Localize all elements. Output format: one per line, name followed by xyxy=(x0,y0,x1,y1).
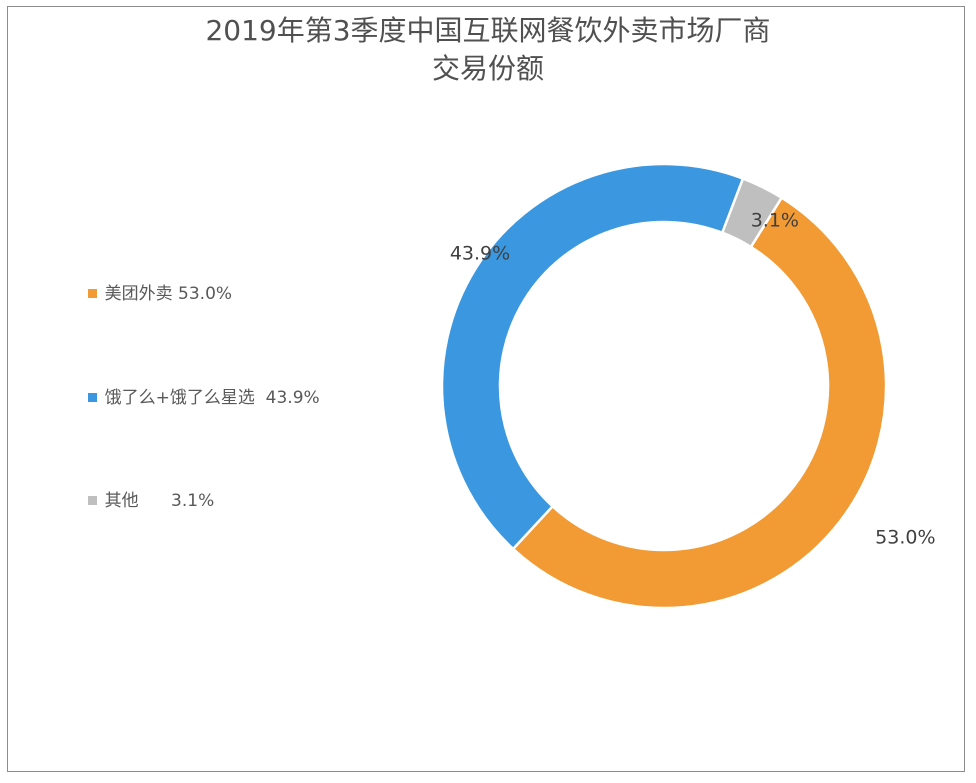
chart-title: 2019年第3季度中国互联网餐饮外卖市场厂商 交易份额 xyxy=(0,12,976,88)
donut-data-labels: 53.0% 43.9% 3.1% xyxy=(450,210,936,549)
legend-label-eleme: 饿了么+饿了么星选 43.9% xyxy=(104,388,320,408)
data-label-eleme: 43.9% xyxy=(450,243,510,265)
donut-slice-other xyxy=(720,176,784,249)
chart-title-line-1: 2019年第3季度中国互联网餐饮外卖市场厂商 xyxy=(205,14,771,47)
donut-slices xyxy=(440,162,888,610)
donut-slice-eleme xyxy=(440,162,745,551)
legend-label-other: 其他 3.1% xyxy=(104,491,215,511)
chart-title-line-2: 交易份额 xyxy=(431,52,544,85)
donut-slice-meituan xyxy=(511,196,888,610)
legend-item-other: 其他 3.1% xyxy=(66,465,214,537)
data-label-meituan: 53.0% xyxy=(875,527,935,549)
legend-swatch-meituan xyxy=(87,289,97,298)
legend-swatch-eleme xyxy=(87,393,97,402)
legend-item-meituan: 美团外卖 53.0% xyxy=(66,258,232,330)
legend-label-meituan: 美团外卖 53.0% xyxy=(104,284,233,304)
legend-swatch-other xyxy=(87,496,97,505)
data-label-other: 3.1% xyxy=(751,210,799,232)
legend-item-eleme: 饿了么+饿了么星选 43.9% xyxy=(66,362,320,434)
